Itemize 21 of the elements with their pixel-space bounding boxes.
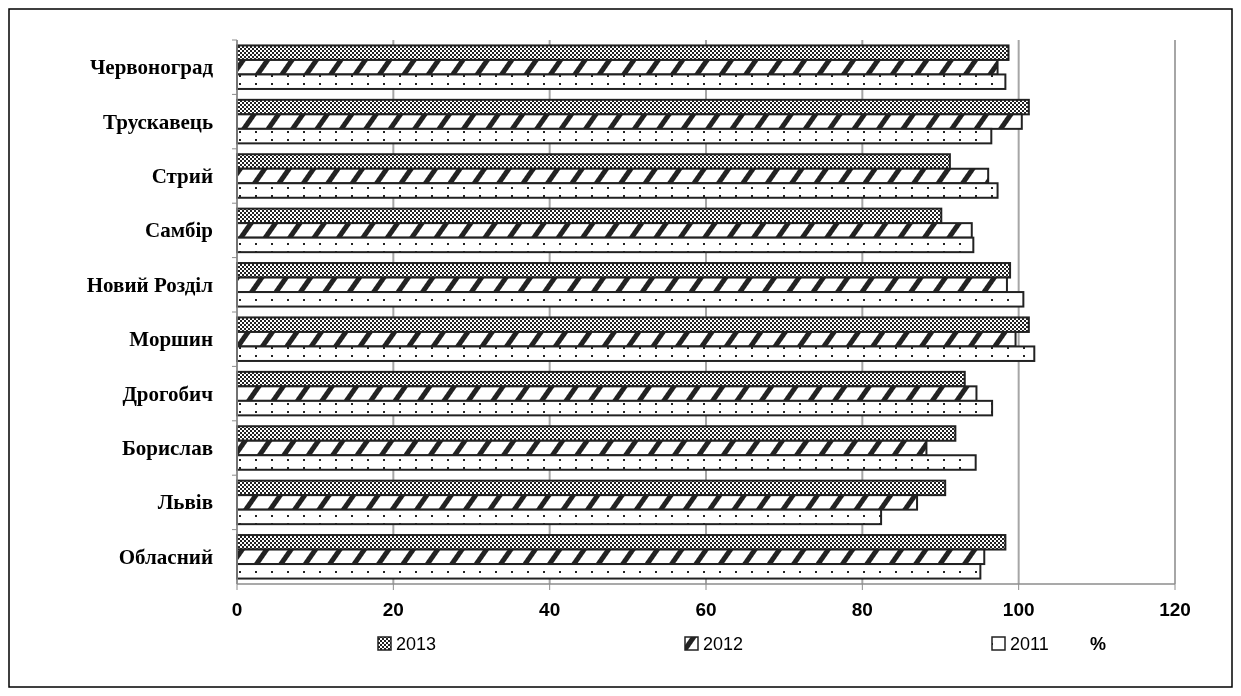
x-tick-label: 80	[851, 599, 873, 620]
x-tick-label: 20	[382, 599, 404, 620]
y-tick-label: Новий Розділ	[86, 272, 214, 297]
y-tick-label: Трускавець	[103, 109, 213, 134]
y-tick-label: Самбір	[145, 218, 213, 243]
legend-label: 2013	[396, 634, 437, 654]
y-tick-label: Обласний	[118, 544, 213, 569]
x-axis-title: %	[1090, 634, 1107, 654]
x-tick-label: 0	[231, 599, 243, 620]
legend-label: 2012	[703, 634, 744, 654]
y-tick-label: Стрий	[151, 164, 213, 188]
y-tick-label: Червоноград	[89, 55, 214, 80]
legend-label: 2011	[1010, 634, 1049, 654]
y-tick-label: Борислав	[121, 436, 213, 460]
y-tick-label: Моршин	[129, 327, 213, 352]
x-tick-label: 40	[539, 599, 561, 620]
x-tick-label: 120	[1159, 599, 1191, 620]
y-tick-label: Львів	[157, 490, 213, 515]
x-tick-label: 60	[695, 599, 717, 620]
y-tick-label: Дрогобич	[122, 381, 214, 406]
x-tick-label: 100	[1002, 599, 1035, 620]
